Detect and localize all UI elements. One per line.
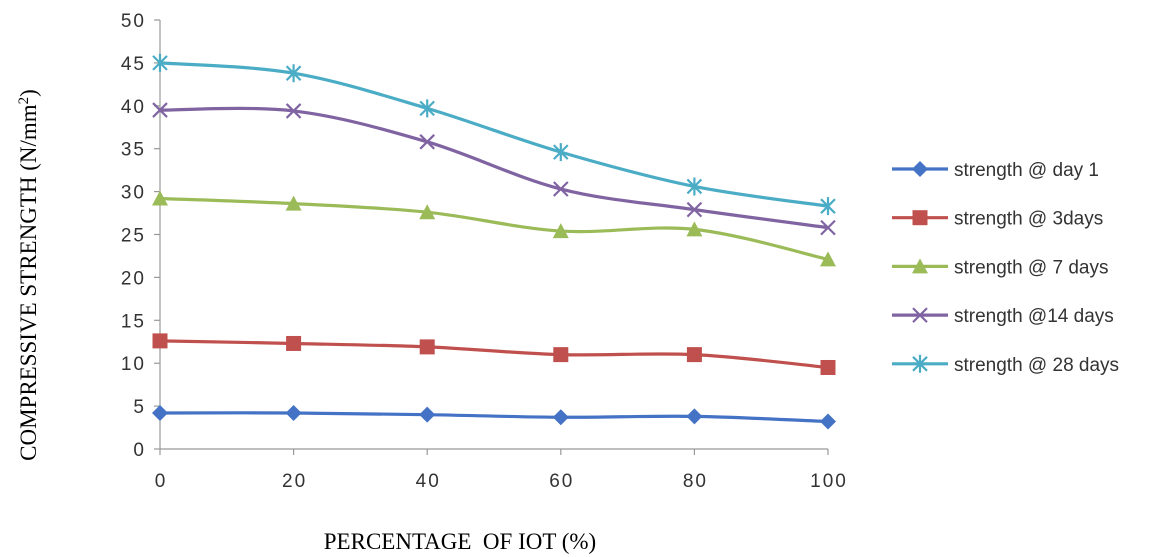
data-point xyxy=(686,408,703,425)
y-axis-title: COMPRESSIVE STRENGTH (N/mm2) xyxy=(16,89,41,461)
x-tick-label: 60 xyxy=(549,471,574,492)
data-point xyxy=(419,339,435,355)
data-point xyxy=(152,190,168,206)
legend-label: strength @ day 1 xyxy=(954,160,1099,181)
data-point xyxy=(686,221,703,237)
legend-marker xyxy=(912,210,928,226)
legend-marker xyxy=(912,354,928,373)
data-point xyxy=(152,333,168,349)
data-point xyxy=(419,406,436,423)
series-line xyxy=(159,339,829,370)
data-point xyxy=(553,143,569,162)
legend: strength @ day 1 strength @ 3days strength… xyxy=(892,160,1119,376)
data-point xyxy=(285,195,302,211)
y-tick-label: 40 xyxy=(121,97,146,118)
data-point xyxy=(820,413,836,430)
data-point xyxy=(686,177,703,196)
series-line xyxy=(159,196,829,261)
data-point xyxy=(419,99,435,118)
legend-item: strength @ 3days xyxy=(892,209,1103,230)
x-tick-label: 100 xyxy=(810,471,848,492)
x-axis-title: PERCENTAGE OF IOT (%) xyxy=(324,529,596,554)
y-tick-label: 30 xyxy=(121,183,146,204)
y-tick-label: 15 xyxy=(121,311,146,332)
legend-marker xyxy=(912,161,928,177)
series-line xyxy=(159,61,829,208)
x-tick-label: 80 xyxy=(683,471,708,492)
series-4 xyxy=(152,102,836,236)
data-point xyxy=(820,359,836,375)
y-tick-label: 0 xyxy=(133,440,146,461)
y-tick-label: 50 xyxy=(121,11,146,32)
data-point xyxy=(686,347,702,363)
legend-item: strength @ 7 days xyxy=(892,257,1108,278)
series-5 xyxy=(152,53,836,216)
y-tick-label: 5 xyxy=(133,397,146,418)
data-point xyxy=(552,409,569,426)
x-tick-label: 40 xyxy=(416,471,441,492)
data-point xyxy=(152,53,168,72)
y-tick-label: 25 xyxy=(121,226,146,247)
y-tick-label: 35 xyxy=(121,140,146,161)
data-point xyxy=(285,404,302,421)
data-point xyxy=(286,335,302,351)
y-tick-label: 20 xyxy=(121,268,146,289)
x-axis-ticks: 0 20 40 60 80 100 xyxy=(155,449,848,492)
data-point xyxy=(285,64,302,83)
legend-label: strength @ 3days xyxy=(954,209,1103,230)
legend-label: strength @ 28 days xyxy=(954,355,1119,376)
series-line xyxy=(159,411,829,424)
data-point xyxy=(152,102,168,118)
data-point xyxy=(285,103,302,119)
data-point xyxy=(553,181,569,197)
legend-label: strength @ 7 days xyxy=(954,257,1108,278)
data-point xyxy=(686,201,703,218)
data-point xyxy=(820,219,836,236)
legend-item: strength @ day 1 xyxy=(892,160,1099,181)
y-tick-label: 45 xyxy=(121,54,146,75)
data-point xyxy=(552,223,569,239)
legend-label: strength @14 days xyxy=(954,306,1114,327)
y-axis-ticks: 0 5 10 15 20 25 30 35 40 45 50 xyxy=(121,11,160,461)
series-line xyxy=(159,106,829,230)
series-1 xyxy=(152,404,836,430)
data-point xyxy=(419,134,435,150)
data-point xyxy=(553,347,569,363)
legend-item: strength @14 days xyxy=(892,306,1114,327)
series-layer xyxy=(152,53,836,430)
x-tick-label: 20 xyxy=(282,471,307,492)
data-point xyxy=(820,251,836,267)
y-axis-title-superscript: 2 xyxy=(16,97,32,105)
x-tick-label: 0 xyxy=(155,471,168,492)
legend-marker xyxy=(912,258,928,274)
series-2 xyxy=(152,333,836,375)
data-point xyxy=(152,404,168,421)
data-point xyxy=(419,204,436,220)
y-tick-label: 10 xyxy=(121,354,146,375)
legend-item: strength @ 28 days xyxy=(892,355,1119,376)
y-axis-title-main: COMPRESSIVE STRENGTH (N/mm xyxy=(16,104,41,461)
y-axis-title-close: ) xyxy=(16,89,41,97)
legend-marker xyxy=(912,307,928,323)
data-point xyxy=(820,197,836,216)
series-3 xyxy=(152,190,836,267)
